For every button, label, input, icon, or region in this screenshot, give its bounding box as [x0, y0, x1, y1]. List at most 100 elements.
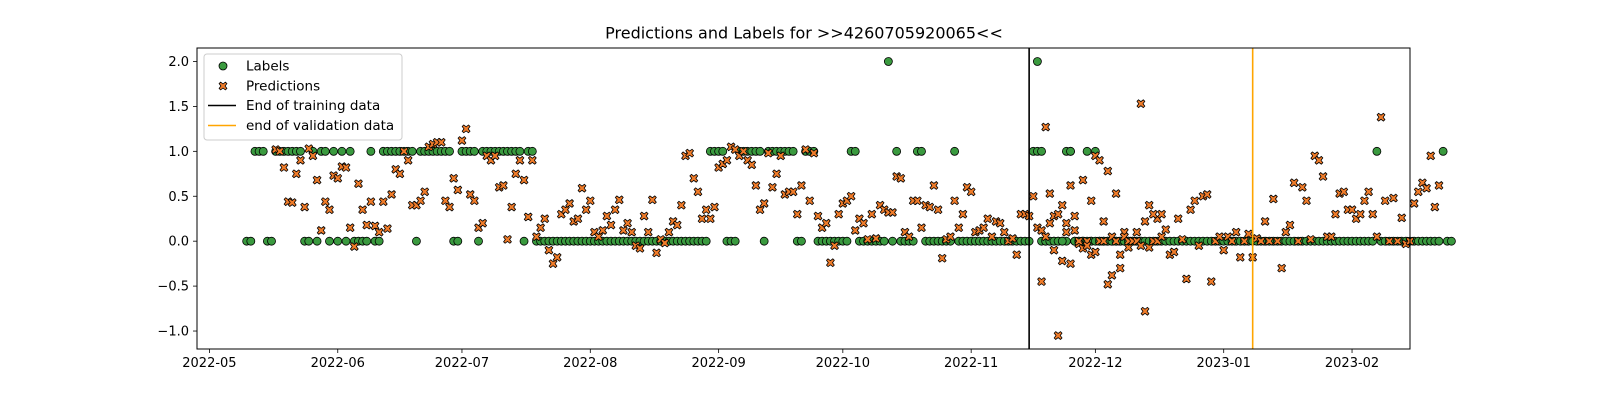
prediction-point — [511, 169, 521, 179]
label-point — [325, 236, 334, 246]
prediction-point — [341, 163, 351, 172]
prediction-point — [867, 209, 877, 219]
label-point — [1037, 146, 1046, 156]
label-point — [1066, 146, 1075, 156]
prediction-point — [797, 181, 806, 190]
prediction-point — [1074, 236, 1084, 246]
prediction-point — [647, 195, 657, 205]
prediction-point — [598, 225, 608, 235]
prediction-point — [1306, 234, 1316, 244]
x-tick-label: 2022-08 — [563, 356, 617, 371]
y-axis: 2.0 1.5 1.0 0.5 0.0 −0.5 −1.0 — [157, 55, 197, 340]
prediction-point — [672, 220, 682, 230]
prediction-point — [333, 173, 343, 183]
label-point — [246, 236, 256, 246]
prediction-point — [565, 199, 575, 208]
prediction-point — [1186, 205, 1196, 215]
prediction-point — [469, 196, 479, 206]
chart-title: Predictions and Labels for >>42607059200… — [605, 24, 1003, 43]
y-tick-label: 2.0 — [168, 55, 189, 70]
prediction-point — [552, 252, 562, 262]
prediction-point — [1086, 196, 1096, 206]
prediction-point — [710, 202, 719, 212]
prediction-point — [635, 243, 645, 253]
y-tick-label: 0.5 — [168, 190, 189, 205]
label-point — [341, 236, 351, 246]
legend-predictions-marker — [218, 81, 228, 91]
prediction-point — [1409, 199, 1419, 208]
label-point — [730, 236, 740, 246]
prediction-point — [585, 196, 595, 206]
prediction-point — [801, 145, 810, 154]
prediction-point — [846, 191, 856, 201]
label-point — [755, 146, 765, 156]
prediction-point — [378, 197, 388, 207]
prediction-point — [1285, 220, 1295, 230]
prediction-point — [399, 146, 409, 156]
prediction-point — [1384, 236, 1394, 246]
prediction-point — [478, 218, 488, 228]
prediction-point — [1028, 191, 1038, 201]
prediction-point — [1215, 232, 1224, 242]
y-tick-label: 0.0 — [168, 235, 189, 250]
prediction-point — [850, 225, 860, 235]
legend-box — [203, 53, 403, 141]
prediction-point — [705, 214, 715, 224]
prediction-point — [1107, 270, 1117, 280]
label-point — [445, 146, 454, 156]
prediction-point — [1053, 331, 1063, 340]
prediction-point — [490, 151, 500, 161]
prediction-point — [1136, 99, 1146, 109]
prediction-point — [1008, 234, 1017, 243]
label-point — [337, 146, 347, 156]
prediction-point — [1434, 181, 1444, 190]
legend-labels-marker — [218, 61, 228, 71]
prediction-point — [366, 197, 376, 207]
prediction-point — [1099, 216, 1109, 226]
prediction-point — [1219, 245, 1229, 255]
prediction-point — [888, 208, 897, 217]
prediction-point — [1012, 250, 1022, 260]
prediction-point — [958, 209, 968, 219]
prediction-point — [1161, 225, 1171, 234]
prediction-point — [1413, 187, 1423, 197]
label-point — [296, 146, 305, 156]
prediction-point — [627, 227, 637, 237]
legend-labels-text: Labels — [246, 59, 289, 75]
label-point — [515, 146, 525, 156]
prediction-point — [1173, 214, 1183, 224]
label-point — [267, 236, 276, 246]
prediction-point — [1070, 211, 1080, 221]
y-tick-label: 1.0 — [168, 145, 189, 160]
y-tick-label: 1.5 — [168, 100, 189, 115]
prediction-point — [1045, 189, 1055, 198]
prediction-point — [652, 248, 661, 258]
prediction-point — [1140, 216, 1150, 226]
prediction-point — [581, 205, 591, 215]
prediction-point — [358, 205, 368, 215]
prediction-point — [1041, 232, 1051, 242]
x-tick-label: 2022-07 — [435, 356, 489, 371]
label-point — [892, 146, 902, 156]
prediction-point — [1397, 213, 1407, 223]
label-point — [879, 236, 889, 246]
prediction-point — [821, 218, 831, 228]
prediction-point — [929, 181, 939, 190]
prediction-point — [308, 151, 318, 161]
prediction-point — [946, 232, 955, 242]
label-point — [1434, 236, 1444, 246]
prediction-point — [1302, 196, 1311, 206]
prediction-point — [1256, 236, 1266, 246]
legend-predictions-text: Predictions — [246, 79, 320, 95]
prediction-point — [639, 211, 649, 221]
prediction-point — [1103, 279, 1113, 289]
prediction-point — [1227, 236, 1237, 246]
label-point — [519, 236, 529, 246]
label-point — [850, 146, 860, 156]
x-tick-label: 2022-12 — [1068, 356, 1122, 371]
prediction-point — [759, 199, 769, 208]
prediction-point — [1090, 247, 1100, 257]
prediction-point — [1277, 263, 1287, 273]
label-point — [258, 146, 268, 156]
